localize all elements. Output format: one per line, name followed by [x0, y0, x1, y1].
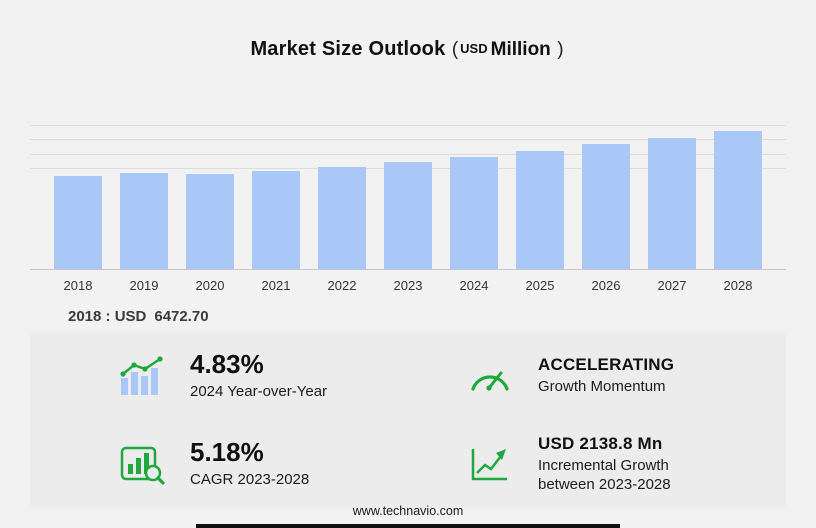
bar-2022: [318, 166, 366, 269]
page-title: Market Size Outlook (USD Million ): [0, 38, 816, 61]
title-unit-scale: Million: [490, 39, 551, 60]
yoy-growth-value: 4.83%: [190, 349, 264, 380]
title-text: Market Size Outlook: [250, 38, 446, 60]
growth-arrow-icon: [466, 444, 514, 484]
speedometer-icon: [466, 360, 514, 392]
x-axis-labels: 2018 2019 2020 2021 2022 2023 2024 2025 2026 2027…: [30, 278, 786, 293]
bar-chart-growth-icon: [118, 355, 166, 397]
bar-2027: [648, 137, 696, 269]
incremental-growth-label: Incremental Growth between 2023-2028: [538, 456, 671, 493]
title-paren-close: ): [557, 39, 564, 60]
growth-momentum-label: Growth Momentum: [538, 378, 666, 396]
x-tick-2018: 2018: [63, 278, 93, 293]
bar-2028: [714, 130, 762, 269]
stat-yoy-growth: 4.83% 2024 Year-over-Year: [118, 349, 408, 402]
title-unit-currency: USD: [460, 41, 488, 56]
chart-plot-area: [30, 125, 786, 270]
stat-growth-momentum: ACCELERATING Growth Momentum: [466, 355, 786, 397]
x-tick-2027: 2027: [657, 278, 687, 293]
bar-2020: [186, 174, 234, 269]
title-paren-open: (: [451, 39, 459, 60]
cagr-value: 5.18%: [190, 437, 264, 468]
bar-series: [30, 125, 786, 269]
bottom-bar: [196, 524, 620, 528]
bar-2026: [582, 144, 630, 269]
market-size-bar-chart: 2018 2019 2020 2021 2022 2023 2024 2025 2026 2027…: [30, 125, 786, 293]
x-tick-2026: 2026: [591, 278, 621, 293]
x-tick-2023: 2023: [393, 278, 423, 293]
gridline: [30, 125, 786, 126]
growth-momentum-value: ACCELERATING: [538, 354, 675, 374]
baseline-label: 2018 : USD: [68, 308, 147, 325]
bar-2021: [252, 170, 300, 269]
bar-2025: [516, 150, 564, 269]
stat-cagr: 5.18% CAGR 2023-2028: [118, 437, 408, 490]
bar-2018: [54, 175, 102, 269]
stats-panel: 4.83% 2024 Year-over-Year ACCELERATING G…: [30, 332, 786, 508]
magnifier-bar-chart-icon: [118, 441, 166, 487]
bar-2023: [384, 161, 432, 269]
x-tick-2021: 2021: [261, 278, 291, 293]
x-tick-2025: 2025: [525, 278, 555, 293]
footer-url: www.technavio.com: [352, 504, 464, 518]
x-tick-2024: 2024: [459, 278, 489, 293]
cagr-label: CAGR 2023-2028: [190, 471, 310, 489]
x-tick-2022: 2022: [327, 278, 357, 293]
yoy-growth-label: 2024 Year-over-Year: [190, 383, 328, 401]
baseline-value: 6472.70: [154, 308, 209, 325]
stat-incremental-growth: USD 2138.8 Mn Incremental Growth between…: [466, 434, 786, 495]
incremental-growth-value: USD 2138.8 Mn: [538, 433, 663, 453]
bar-2024: [450, 156, 498, 269]
x-tick-2019: 2019: [129, 278, 159, 293]
gridline: [30, 153, 786, 155]
baseline-value-annotation: 2018 : USD 6472.70: [68, 308, 209, 325]
x-tick-2020: 2020: [195, 278, 225, 293]
bar-2019: [120, 172, 168, 269]
gridline: [30, 139, 786, 141]
x-tick-2028: 2028: [723, 278, 753, 293]
